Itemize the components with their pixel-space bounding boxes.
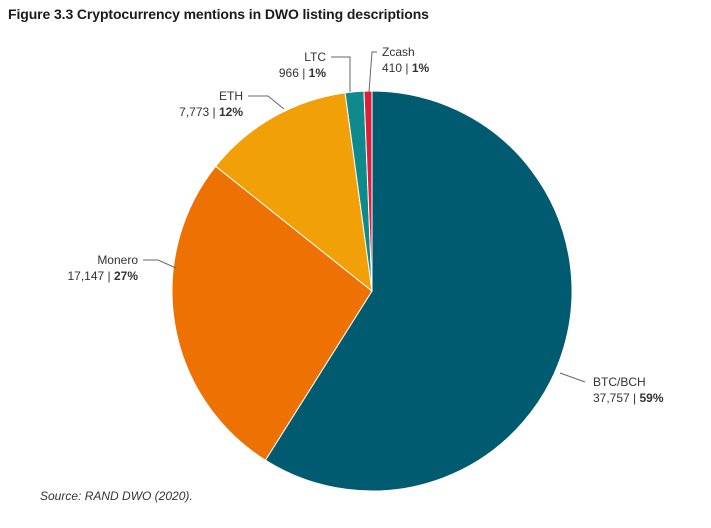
slice-name-label: BTC/BCH bbox=[593, 375, 646, 389]
leader-line bbox=[368, 51, 377, 93]
slice-name-label: Zcash bbox=[382, 45, 415, 59]
pie-slice-monero bbox=[171, 165, 373, 461]
slice-name-label: Monero bbox=[97, 253, 138, 267]
pie-slices bbox=[171, 90, 573, 492]
slice-value-label: 966 | 1% bbox=[279, 66, 326, 80]
slice-labels: BTC/BCH 37,757 | 59% Monero 17,147 | 27% ETH… bbox=[67, 45, 663, 405]
leader-line bbox=[331, 56, 351, 92]
chart-title: Figure 3.3 Cryptocurrency mentions in DW… bbox=[8, 6, 429, 22]
slice-name-label: ETH bbox=[219, 89, 243, 103]
pie-slice-btc-bch bbox=[264, 90, 573, 492]
slice-value-label: 37,757 | 59% bbox=[593, 391, 664, 405]
slice-value-label: 410 | 1% bbox=[382, 61, 429, 75]
leader-line bbox=[143, 259, 177, 269]
slice-name-label: LTC bbox=[304, 50, 326, 64]
pie-slice-zcash bbox=[363, 90, 373, 292]
slice-value-label: 7,773 | 12% bbox=[179, 105, 243, 119]
leader-line bbox=[559, 372, 586, 383]
pie-slice-eth bbox=[214, 92, 373, 293]
slice-value-label: 17,147 | 27% bbox=[67, 269, 138, 283]
leader-line bbox=[248, 95, 285, 110]
chart-source: Source: RAND DWO (2020). bbox=[40, 489, 193, 503]
